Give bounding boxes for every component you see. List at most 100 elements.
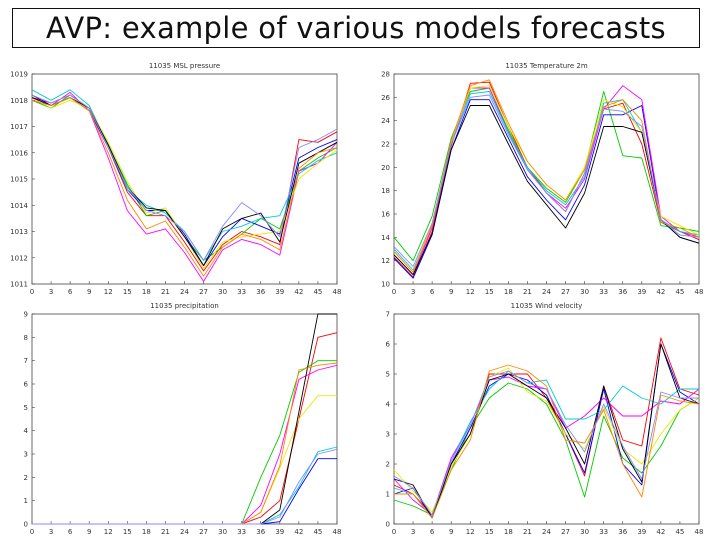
x-tick-label: 45 <box>675 288 684 296</box>
y-tick-label: 24 <box>381 117 390 125</box>
y-tick-label: 0 <box>24 521 28 529</box>
x-tick-label: 39 <box>637 288 646 296</box>
x-tick-label: 21 <box>161 288 170 296</box>
y-tick-label: 1018 <box>10 97 28 105</box>
x-tick-label: 33 <box>237 288 246 296</box>
x-tick-label: 15 <box>123 288 132 296</box>
x-tick-label: 9 <box>449 528 453 536</box>
x-tick-label: 18 <box>504 528 513 536</box>
x-tick-label: 24 <box>180 288 189 296</box>
x-tick-label: 6 <box>430 288 435 296</box>
x-tick-label: 12 <box>104 288 113 296</box>
y-tick-label: 3 <box>24 451 28 459</box>
x-tick-label: 3 <box>49 288 53 296</box>
x-tick-label: 36 <box>618 528 627 536</box>
y-tick-label: 5 <box>24 404 28 412</box>
y-tick-label: 1016 <box>10 149 28 157</box>
chart-title: 11035 Temperature 2m <box>505 62 588 70</box>
plot-frame <box>393 73 700 285</box>
x-tick-label: 9 <box>87 528 91 536</box>
y-tick-label: 1014 <box>10 202 28 210</box>
x-tick-label: 36 <box>256 288 265 296</box>
page-title: AVP: example of various models forecasts <box>46 11 666 45</box>
y-tick-label: 14 <box>381 234 390 242</box>
x-tick-label: 0 <box>30 288 34 296</box>
chart-panel-precipitation: 11035 precipitation 0 1 2 3 4 5 6 7 8 9 0 3 6 9 12 15 18 2… <box>0 298 358 540</box>
x-tick-label: 21 <box>523 288 532 296</box>
chart-title: 11035 precipitation <box>150 302 219 310</box>
page-title-box: AVP: example of various models forecasts <box>12 8 700 48</box>
x-tick-label: 27 <box>561 528 570 536</box>
x-tick-label: 6 <box>68 528 73 536</box>
y-tick-label: 1011 <box>10 281 28 289</box>
y-tick-label: 2 <box>24 474 28 482</box>
chart-panel-msl-pressure: 11035 MSL pressure 1011 1012 1013 1014 1015 10… <box>0 58 358 300</box>
x-tick-label: 6 <box>430 528 435 536</box>
y-tick-label: 1 <box>24 497 28 505</box>
y-tick-label: 1012 <box>10 254 28 262</box>
x-tick-label: 27 <box>199 288 208 296</box>
series-line-9 <box>393 370 699 516</box>
x-tick-label: 36 <box>618 288 627 296</box>
y-tick-label: 4 <box>386 401 391 409</box>
y-tick-label: 4 <box>24 427 29 435</box>
x-tick-label: 39 <box>637 528 646 536</box>
x-tick-label: 30 <box>580 528 589 536</box>
x-tick-label: 21 <box>523 528 532 536</box>
y-tick-label: 28 <box>381 71 390 79</box>
x-tick-label: 18 <box>504 288 513 296</box>
x-tick-label: 30 <box>218 288 227 296</box>
y-tick-label: 12 <box>381 257 390 265</box>
x-tick-label: 12 <box>466 528 475 536</box>
x-tick-label: 42 <box>294 288 303 296</box>
x-tick-label: 12 <box>104 528 113 536</box>
x-tick-label: 33 <box>599 528 608 536</box>
x-tick-label: 24 <box>542 288 551 296</box>
y-tick-label: 1013 <box>10 228 28 236</box>
y-tick-label: 26 <box>381 94 390 102</box>
x-tick-label: 27 <box>199 528 208 536</box>
x-tick-label: 33 <box>599 288 608 296</box>
y-tick-label: 1 <box>386 491 390 499</box>
chart-panel-wind-velocity: 11035 Wind velocity 0 1 2 3 4 5 6 7 0 3 6 9 12 15 18 21 2… <box>362 298 720 540</box>
x-tick-label: 42 <box>656 528 665 536</box>
x-tick-label: 45 <box>675 528 684 536</box>
x-tick-label: 39 <box>275 528 284 536</box>
x-tick-label: 39 <box>275 288 284 296</box>
x-tick-label: 0 <box>392 288 396 296</box>
x-tick-label: 48 <box>695 528 704 536</box>
x-tick-label: 27 <box>561 288 570 296</box>
x-tick-label: 42 <box>656 288 665 296</box>
series-line-7 <box>393 105 700 276</box>
x-tick-label: 15 <box>485 528 494 536</box>
x-tick-label: 45 <box>313 288 322 296</box>
series-line-9 <box>31 94 338 261</box>
x-tick-label: 33 <box>237 528 246 536</box>
chart-title: 11035 Wind velocity <box>511 302 583 310</box>
x-tick-label: 3 <box>411 288 415 296</box>
x-tick-label: 6 <box>68 288 73 296</box>
y-tick-label: 7 <box>386 311 390 319</box>
x-tick-label: 30 <box>218 528 227 536</box>
y-tick-label: 6 <box>24 381 29 389</box>
x-tick-label: 0 <box>392 528 396 536</box>
x-tick-label: 15 <box>485 288 494 296</box>
x-tick-label: 21 <box>161 528 170 536</box>
y-tick-label: 7 <box>24 357 28 365</box>
chart-panel-temperature: 11035 Temperature 2m 10 12 14 16 18 20 22 24 26 28… <box>362 58 720 300</box>
x-tick-label: 15 <box>123 528 132 536</box>
plot-frame <box>31 313 338 525</box>
x-tick-label: 42 <box>294 528 303 536</box>
series-line-8 <box>31 97 338 277</box>
x-tick-label: 24 <box>542 528 551 536</box>
x-tick-label: 48 <box>333 528 342 536</box>
y-tick-label: 2 <box>386 461 390 469</box>
series-line-8 <box>394 364 700 519</box>
y-tick-label: 22 <box>381 141 390 149</box>
y-tick-label: 0 <box>386 521 390 529</box>
series-line-2 <box>393 87 700 262</box>
x-tick-label: 48 <box>333 288 342 296</box>
x-tick-label: 30 <box>580 288 589 296</box>
